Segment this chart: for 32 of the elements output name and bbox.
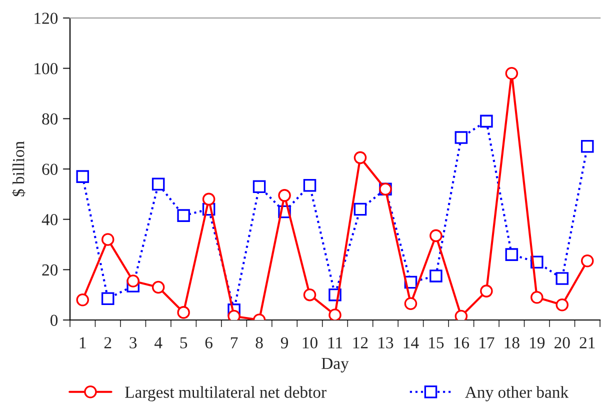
y-tick-label: 0: [50, 314, 58, 326]
y-tick-label: 120: [34, 12, 58, 24]
y-tick-label: 100: [34, 63, 58, 74]
y-tick-label: 40: [42, 214, 58, 226]
x-tick-label: 13: [378, 337, 394, 348]
y-axis-title: $ billion: [12, 141, 26, 196]
x-tick-label: 7: [230, 337, 238, 348]
x-tick-label: 4: [154, 337, 162, 348]
x-tick-label: 15: [429, 337, 444, 348]
x-tick-label: 21: [580, 337, 595, 348]
legend-label: Largest multilateral net debtor: [125, 386, 326, 402]
x-tick-label: 2: [104, 337, 112, 348]
x-tick-label: 18: [504, 337, 520, 348]
legend-label: Any other bank: [465, 386, 569, 402]
x-tick-label: 3: [130, 337, 137, 348]
y-tick-label: 80: [42, 113, 58, 125]
x-tick-label: 9: [280, 337, 288, 348]
x-tick-label: 6: [205, 337, 212, 348]
y-tick-label: 60: [42, 164, 58, 175]
x-tick-label: 11: [328, 337, 342, 348]
x-axis-title: Day: [322, 358, 349, 372]
x-tick-label: 12: [353, 337, 368, 348]
x-tick-label: 19: [530, 337, 545, 348]
x-tick-label: 17: [480, 337, 494, 348]
x-tick-label: 10: [302, 337, 318, 348]
y-tick-label: 20: [42, 264, 58, 276]
x-tick-label: 16: [454, 337, 470, 348]
x-tick-label: 20: [554, 337, 570, 348]
x-tick-label: 5: [180, 337, 188, 348]
x-tick-label: 14: [404, 337, 419, 348]
x-tick-label: 8: [256, 337, 263, 348]
x-tick-label: 1: [80, 337, 86, 348]
